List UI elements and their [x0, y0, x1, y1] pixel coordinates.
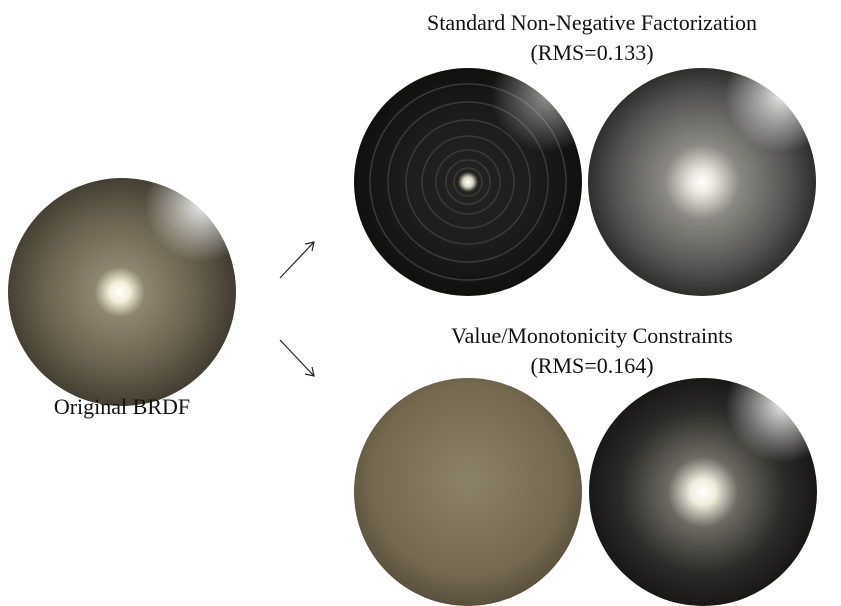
original-label: Original BRDF: [54, 394, 190, 419]
sphere: [354, 378, 582, 606]
panel-title: Standard Non-Negative Factorization: [427, 10, 757, 35]
rim-highlight: [589, 378, 817, 606]
arrows: [280, 242, 314, 376]
figure: Original BRDF Standard Non-Negative Fact…: [0, 0, 841, 606]
panel-rms: (RMS=0.133): [530, 40, 653, 65]
rim-highlight: [8, 178, 236, 406]
rim-highlight: [354, 68, 582, 296]
panel-title: Value/Monotonicity Constraints: [451, 323, 733, 348]
rim-highlight: [588, 68, 816, 296]
panel-rms: (RMS=0.164): [530, 353, 653, 378]
